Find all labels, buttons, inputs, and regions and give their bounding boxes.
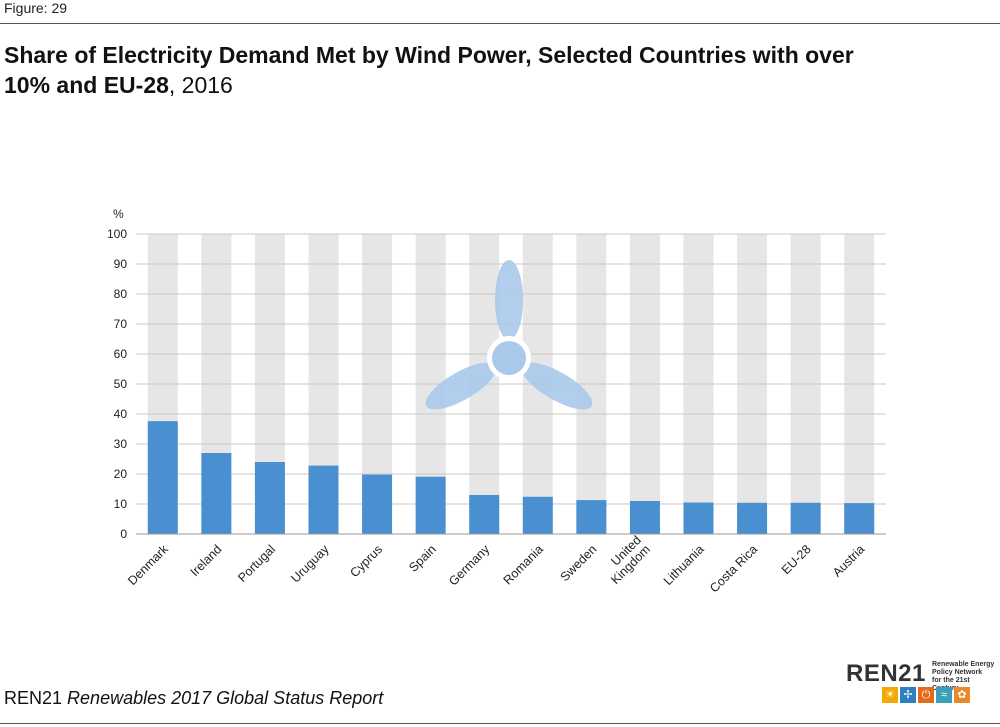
logo-tagline-1: Renewable Energy (932, 661, 995, 668)
y-tick-label: 0 (120, 527, 127, 541)
x-tick-label: Portugal (235, 542, 278, 585)
geothermal-icon: ✿ (954, 687, 970, 703)
wind-icon: ✢ (900, 687, 916, 703)
x-tick-label-line: EU-28 (779, 542, 814, 577)
x-tick-label: Austria (830, 542, 867, 579)
x-tick-label: Lithuania (661, 542, 707, 588)
turbine-blade-left (425, 362, 497, 410)
bar-eu-28 (790, 502, 821, 534)
y-tick-label: 40 (114, 407, 128, 421)
y-tick-label: 20 (114, 467, 128, 481)
sun-icon: ☀ (882, 687, 898, 703)
x-tick-label: Cyprus (347, 542, 385, 580)
x-tick-label-line: Austria (830, 542, 867, 579)
bar-chart: 0 10 20 30 40 50 60 70 80 90 100% Denmark Ireland Por… (107, 207, 886, 595)
x-tick-label: Denmark (125, 542, 171, 588)
logo-icon-strip: ☀ ✢ ⏻ ≈ ✿ (882, 687, 970, 703)
turbine-blade-top (495, 260, 523, 340)
y-axis-label: % (113, 207, 124, 221)
x-tick-label: Ireland (188, 542, 225, 579)
footer-org: REN21 (4, 688, 63, 708)
bar-costa-rica (737, 502, 768, 534)
x-tick-label-line: Sweden (558, 542, 600, 584)
x-tick-label-line: Lithuania (661, 542, 707, 588)
bar-austria (844, 503, 875, 534)
chart-title-year: , 2016 (168, 72, 233, 98)
x-tick-label-line: Portugal (235, 542, 278, 585)
logo-wordmark: REN21 (846, 660, 926, 687)
footer-citation: REN21 Renewables 2017 Global Status Repo… (4, 688, 383, 709)
power-icon: ⏻ (918, 687, 934, 703)
x-tick-label: Costa Rica (707, 542, 760, 595)
top-divider (0, 23, 1000, 24)
x-tick-label-line: Costa Rica (707, 542, 760, 595)
bar-portugal (254, 462, 285, 534)
x-tick-label: Spain (406, 542, 439, 575)
x-tick-label-line: Ireland (188, 542, 225, 579)
bar-uruguay (308, 465, 339, 534)
bar-lithuania (683, 502, 714, 534)
x-tick-label-line: Denmark (125, 542, 171, 588)
bar-sweden (576, 500, 607, 534)
chart-title-main: Share of Electricity Demand Met by Wind … (4, 42, 854, 98)
turbine-hub (492, 341, 526, 375)
x-tick-label: Germany (446, 542, 493, 589)
y-tick-label: 30 (114, 437, 128, 451)
bar-denmark (147, 421, 178, 534)
y-tick-label: 60 (114, 347, 128, 361)
x-tick-label: Romania (501, 542, 546, 587)
x-tick-label-line: Romania (501, 542, 546, 587)
y-tick-label: 10 (114, 497, 128, 511)
y-tick-label: 50 (114, 377, 128, 391)
y-tick-label: 90 (114, 257, 128, 271)
x-tick-label-line: Spain (406, 542, 439, 575)
ren21-logo: REN21 Renewable Energy Policy Network fo… (846, 660, 998, 710)
bar-cyprus (362, 474, 393, 534)
water-icon: ≈ (936, 687, 952, 703)
bar-germany (469, 495, 500, 534)
x-tick-label-line: Germany (446, 542, 493, 589)
bottom-divider (0, 723, 1000, 724)
figure-label: Figure: 29 (4, 0, 68, 16)
y-tick-label: 70 (114, 317, 128, 331)
bar-ireland (201, 453, 232, 534)
bar-romania (522, 496, 553, 534)
x-tick-label: UnitedKingdom (599, 533, 653, 587)
x-tick-label: Sweden (558, 542, 600, 584)
chart-title: Share of Electricity Demand Met by Wind … (4, 40, 904, 100)
x-tick-label: Uruguay (288, 542, 332, 586)
y-tick-label: 100 (107, 227, 127, 241)
footer-report: Renewables 2017 Global Status Report (67, 688, 384, 708)
x-tick-label-line: Uruguay (288, 542, 332, 586)
logo-tagline-2: Policy Network (932, 669, 983, 676)
bar-united-kingdom (629, 501, 660, 534)
x-tick-label: EU-28 (779, 542, 814, 577)
bar-spain (415, 476, 446, 534)
y-tick-label: 80 (114, 287, 128, 301)
x-tick-label-line: Cyprus (347, 542, 385, 580)
turbine-blade-right (521, 362, 593, 410)
